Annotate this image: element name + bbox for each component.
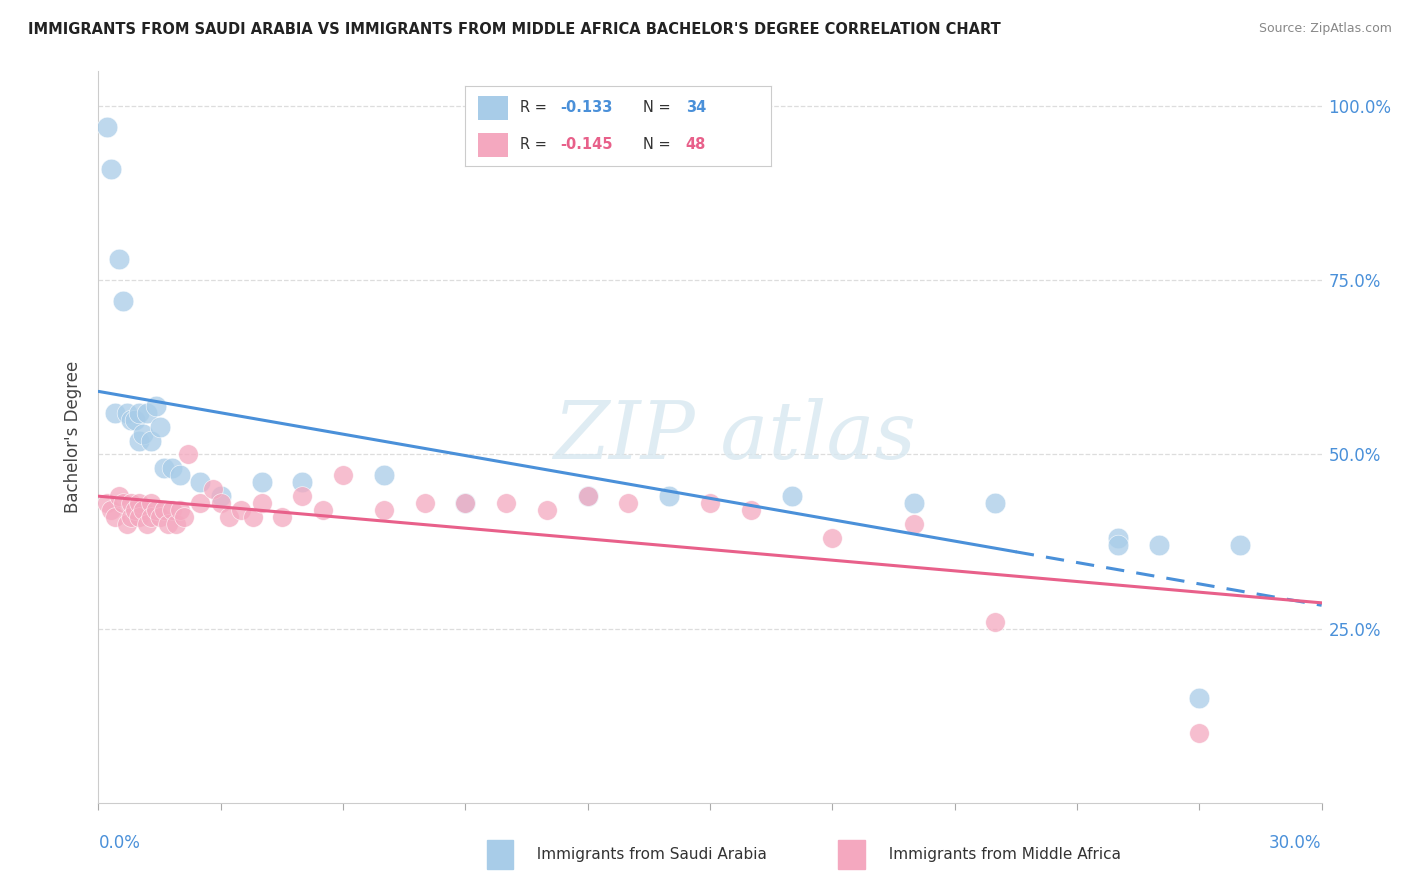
- Point: [104, 510, 127, 524]
- Point: [291, 475, 314, 490]
- Point: [1107, 538, 1129, 552]
- Text: 30.0%: 30.0%: [1270, 834, 1322, 852]
- Point: [124, 412, 146, 426]
- Point: [108, 252, 131, 267]
- Point: [104, 406, 127, 420]
- Point: [188, 475, 212, 490]
- Text: ZIP atlas: ZIP atlas: [553, 399, 915, 475]
- Point: [270, 510, 294, 524]
- Point: [128, 406, 150, 420]
- Point: [132, 503, 155, 517]
- Point: [169, 503, 191, 517]
- Point: [149, 419, 172, 434]
- Point: [177, 448, 200, 462]
- Point: [250, 496, 273, 510]
- Point: [111, 294, 134, 309]
- Point: [495, 496, 517, 510]
- Point: [291, 489, 314, 503]
- Text: Immigrants from Saudi Arabia: Immigrants from Saudi Arabia: [527, 847, 768, 862]
- Point: [1188, 726, 1211, 740]
- Point: [617, 496, 640, 510]
- Point: [120, 510, 142, 524]
- Point: [201, 483, 224, 497]
- Y-axis label: Bachelor's Degree: Bachelor's Degree: [65, 361, 83, 513]
- Point: [141, 510, 163, 524]
- Point: [699, 496, 721, 510]
- Point: [160, 503, 183, 517]
- Point: [160, 461, 183, 475]
- Point: [984, 496, 1007, 510]
- Point: [108, 489, 131, 503]
- Point: [136, 517, 159, 532]
- Point: [536, 503, 558, 517]
- Point: [780, 489, 803, 503]
- Point: [413, 496, 436, 510]
- Point: [231, 503, 253, 517]
- Point: [209, 496, 232, 510]
- Point: [111, 496, 134, 510]
- Point: [173, 510, 195, 524]
- Point: [132, 426, 155, 441]
- Point: [141, 496, 163, 510]
- Point: [145, 399, 167, 413]
- Point: [373, 503, 395, 517]
- Point: [124, 503, 146, 517]
- Point: [454, 496, 477, 510]
- Point: [96, 120, 118, 134]
- Point: [169, 468, 191, 483]
- Point: [250, 475, 273, 490]
- Point: [454, 496, 477, 510]
- Point: [100, 503, 122, 517]
- Point: [312, 503, 335, 517]
- Point: [152, 503, 174, 517]
- Point: [152, 461, 174, 475]
- Point: [1147, 538, 1170, 552]
- Text: IMMIGRANTS FROM SAUDI ARABIA VS IMMIGRANTS FROM MIDDLE AFRICA BACHELOR'S DEGREE : IMMIGRANTS FROM SAUDI ARABIA VS IMMIGRAN…: [28, 22, 1001, 37]
- Point: [96, 496, 118, 510]
- Text: Immigrants from Middle Africa: Immigrants from Middle Africa: [879, 847, 1121, 862]
- Point: [1229, 538, 1251, 552]
- Point: [149, 510, 172, 524]
- Point: [332, 468, 354, 483]
- Point: [740, 503, 762, 517]
- Point: [136, 406, 159, 420]
- Point: [903, 496, 925, 510]
- Point: [165, 517, 187, 532]
- Point: [576, 489, 599, 503]
- Point: [145, 503, 167, 517]
- Point: [1188, 691, 1211, 706]
- Point: [188, 496, 212, 510]
- Point: [984, 615, 1007, 629]
- Text: Source: ZipAtlas.com: Source: ZipAtlas.com: [1258, 22, 1392, 36]
- Point: [128, 434, 150, 448]
- Point: [115, 517, 138, 532]
- Point: [115, 406, 138, 420]
- Point: [120, 412, 142, 426]
- Point: [128, 496, 150, 510]
- Point: [218, 510, 240, 524]
- Point: [242, 510, 264, 524]
- Point: [821, 531, 844, 545]
- Point: [373, 468, 395, 483]
- Point: [209, 489, 232, 503]
- Point: [903, 517, 925, 532]
- Point: [156, 517, 179, 532]
- Text: 0.0%: 0.0%: [98, 834, 141, 852]
- Point: [576, 489, 599, 503]
- Point: [1107, 531, 1129, 545]
- Point: [141, 434, 163, 448]
- Point: [658, 489, 681, 503]
- Point: [120, 496, 142, 510]
- Point: [128, 510, 150, 524]
- Point: [100, 161, 122, 176]
